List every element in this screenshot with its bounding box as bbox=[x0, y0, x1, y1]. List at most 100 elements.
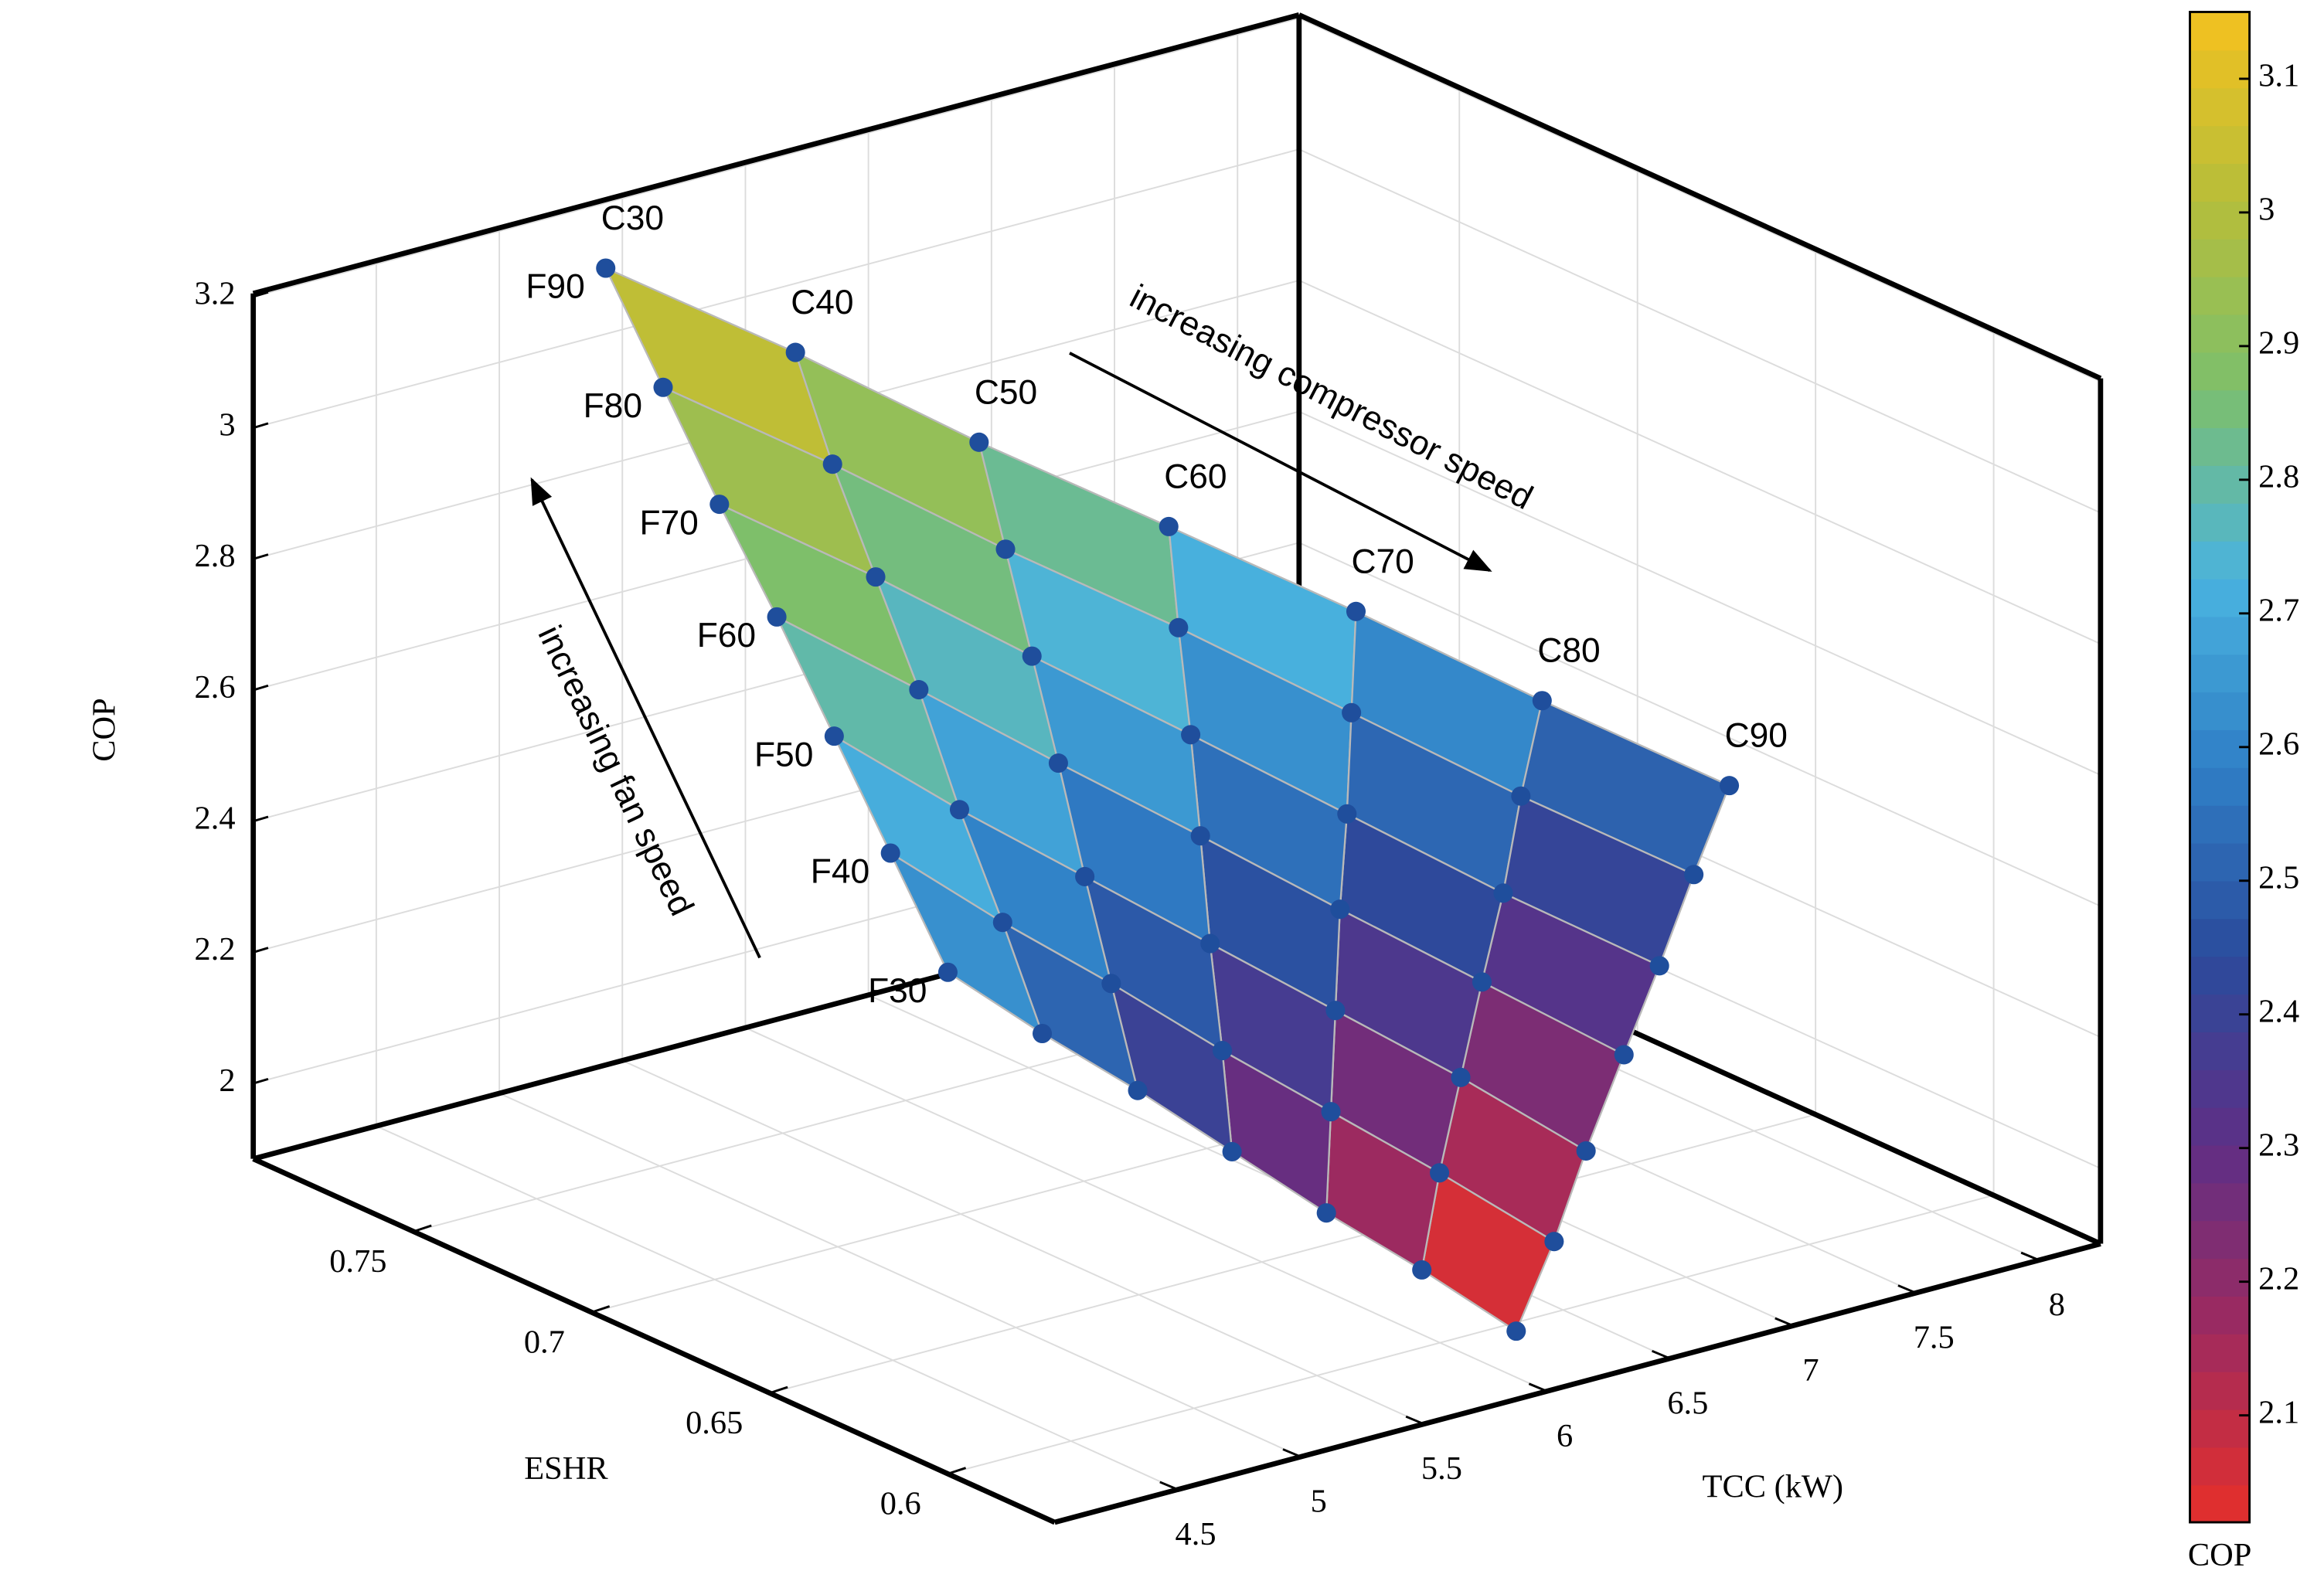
box-edge bbox=[1053, 1241, 2101, 1525]
colorbar-step bbox=[2190, 804, 2250, 844]
data-point bbox=[909, 680, 929, 700]
fan-label: F80 bbox=[584, 387, 642, 425]
compressor-label: C90 bbox=[1725, 717, 1788, 755]
fan-label: F60 bbox=[697, 617, 756, 654]
tick bbox=[769, 1386, 788, 1395]
data-point bbox=[596, 258, 616, 278]
data-point bbox=[822, 454, 842, 474]
data-point bbox=[1412, 1260, 1432, 1280]
z-tick-label: 2.4 bbox=[195, 800, 236, 836]
tick bbox=[253, 1077, 269, 1085]
colorbar-step bbox=[2190, 1295, 2250, 1334]
z-tick-label: 2 bbox=[219, 1062, 235, 1099]
colorbar-step bbox=[2190, 502, 2250, 542]
data-point bbox=[1576, 1141, 1596, 1161]
colorbar-tick-label: 3 bbox=[2258, 192, 2275, 228]
tick bbox=[1528, 1382, 1548, 1392]
colorbar-frame bbox=[2189, 11, 2251, 1524]
y-tick-label: 0.6 bbox=[880, 1485, 921, 1522]
colorbar-label: COP bbox=[2188, 1537, 2251, 1573]
colorbar-step bbox=[2190, 1220, 2250, 1260]
data-point bbox=[1316, 1203, 1336, 1223]
fan-label: F50 bbox=[754, 736, 813, 774]
data-point bbox=[969, 432, 989, 452]
data-point bbox=[767, 607, 787, 627]
colorbar-step bbox=[2190, 993, 2250, 1032]
z-axis-label: COP bbox=[87, 698, 123, 761]
colorbar-step bbox=[2190, 352, 2250, 391]
data-point bbox=[1430, 1163, 1450, 1183]
colorbar-step bbox=[2190, 918, 2250, 957]
data-point bbox=[1128, 1080, 1148, 1100]
colorbar-step bbox=[2190, 162, 2250, 202]
tick bbox=[253, 947, 269, 954]
tick bbox=[413, 1224, 432, 1233]
grid-line bbox=[1298, 280, 2101, 645]
tick bbox=[591, 1305, 611, 1314]
fan-label: F30 bbox=[868, 972, 927, 1010]
data-point bbox=[1222, 1141, 1242, 1161]
colorbar-step bbox=[2190, 767, 2250, 806]
x-tick-label: 7.5 bbox=[1914, 1320, 1955, 1356]
grid-line bbox=[498, 1092, 1302, 1458]
data-point bbox=[949, 800, 970, 820]
colorbar-tick-label: 2.1 bbox=[2258, 1394, 2299, 1430]
colorbar-tick-label: 2.5 bbox=[2258, 859, 2299, 896]
compressor-label: C60 bbox=[1164, 457, 1227, 495]
x-tick-label: 6 bbox=[1557, 1418, 1573, 1454]
colorbar-step bbox=[2190, 125, 2250, 165]
grid-line bbox=[948, 1194, 1994, 1475]
colorbar-step bbox=[2190, 1107, 2250, 1146]
data-point bbox=[1159, 516, 1179, 536]
axes-front: 2 2.2 2.4 2.6 2.8 3 3.2 4.5 5 5.5 6 6.5 7 7.5 8 0.6 0.65… bbox=[195, 276, 2101, 1552]
tick bbox=[253, 815, 269, 823]
tick bbox=[1774, 1317, 1794, 1327]
colorbar-step bbox=[2190, 1447, 2250, 1486]
colorbar-step bbox=[2190, 1182, 2250, 1222]
colorbar-step bbox=[2190, 956, 2250, 995]
box-edge bbox=[1298, 12, 2102, 381]
grid-line bbox=[1298, 17, 2101, 382]
data-point bbox=[1346, 601, 1366, 621]
arrow bbox=[530, 477, 761, 959]
colorbar-step bbox=[2190, 12, 2250, 51]
z-tick-label: 2.6 bbox=[195, 669, 236, 706]
data-point bbox=[653, 377, 673, 397]
box-edge bbox=[252, 1156, 1057, 1525]
colorbar-step bbox=[2190, 1484, 2250, 1524]
colorbar-tick-label: 2.3 bbox=[2258, 1127, 2299, 1163]
compressor-label: C50 bbox=[975, 373, 1037, 411]
data-point bbox=[1532, 691, 1552, 711]
colorbar-tick-label: 2.7 bbox=[2258, 593, 2299, 629]
surface: F30 F40 F50 F60 F70 F80 F90 C30 C40 C50 C60 C70 C80 C… bbox=[526, 199, 1788, 1341]
grid-line bbox=[253, 148, 1300, 429]
colorbar: 2.1 2.2 2.3 2.4 2.5 2.6 2.7 2.8 2.9 3 3.1 bbox=[2189, 11, 2299, 1524]
data-point bbox=[1169, 617, 1189, 638]
colorbar-step bbox=[2190, 729, 2250, 768]
y-tick-label: 0.75 bbox=[329, 1243, 386, 1280]
colorbar-step bbox=[2190, 1144, 2250, 1184]
tick bbox=[1897, 1284, 1917, 1294]
z-tick-label: 2.8 bbox=[195, 538, 236, 574]
colorbar-tick-label: 2.6 bbox=[2258, 726, 2299, 763]
colorbar-step bbox=[2190, 1069, 2250, 1108]
z-tick-label: 3.2 bbox=[195, 276, 236, 312]
grid-line bbox=[1298, 410, 2101, 776]
colorbar-step bbox=[2190, 654, 2250, 693]
fan-label: F90 bbox=[526, 268, 584, 306]
data-point bbox=[1032, 1023, 1053, 1044]
colorbar-step bbox=[2190, 1371, 2250, 1410]
data-point bbox=[1506, 1321, 1526, 1341]
grid-line bbox=[376, 1125, 1179, 1491]
colorbar-step bbox=[2190, 1333, 2250, 1372]
grid-line bbox=[621, 1059, 1424, 1425]
data-point bbox=[709, 495, 730, 515]
data-point bbox=[1325, 1001, 1346, 1021]
data-point bbox=[992, 913, 1012, 933]
data-point bbox=[1181, 725, 1201, 745]
data-point bbox=[1649, 956, 1669, 976]
data-point bbox=[1720, 776, 1740, 796]
tick bbox=[253, 422, 269, 430]
colorbar-step bbox=[2190, 427, 2250, 466]
data-point bbox=[1472, 972, 1492, 992]
